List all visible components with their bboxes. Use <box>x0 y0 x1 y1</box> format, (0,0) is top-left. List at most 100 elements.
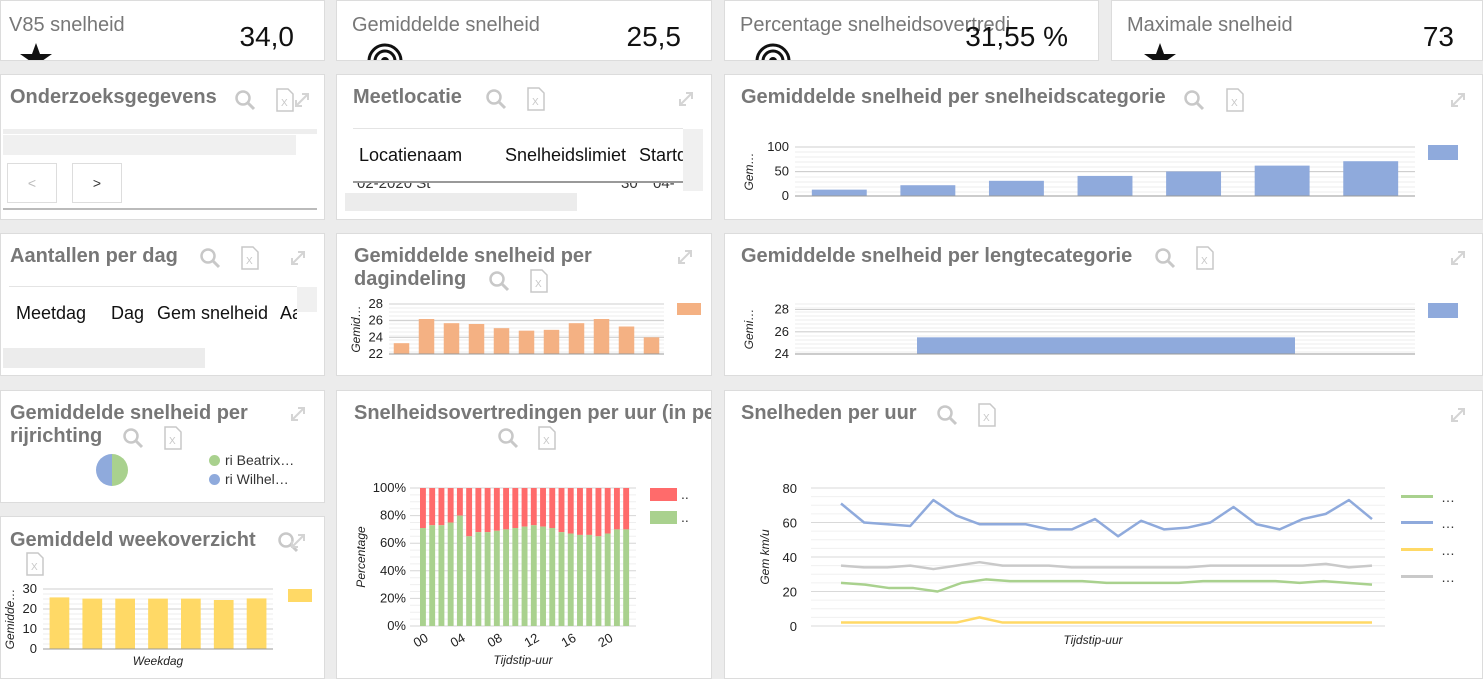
legend-label: … <box>1441 569 1455 585</box>
bar-segment-under <box>595 536 602 626</box>
y-tick-label: 80% <box>380 508 406 523</box>
y-axis-label: Gem km/u <box>758 529 772 585</box>
bar <box>568 323 585 354</box>
bar <box>49 597 70 649</box>
bar <box>393 343 410 354</box>
bar-segment-over <box>540 488 546 527</box>
bar <box>443 323 460 354</box>
excel-export-icon[interactable]: X <box>163 426 183 450</box>
legend-item[interactable]: … <box>1401 515 1455 531</box>
y-axis-label: Gem… <box>742 152 756 190</box>
kpi-value: 34,0 <box>239 21 295 52</box>
prev-page-button[interactable]: < <box>7 163 57 203</box>
bar <box>148 598 168 649</box>
legend-item[interactable]: .. <box>650 486 689 502</box>
search-icon[interactable] <box>122 427 144 449</box>
bar-segment-over <box>466 488 473 537</box>
bar <box>917 337 1295 354</box>
y-tick-label: 28 <box>775 302 789 317</box>
bar <box>988 180 1044 196</box>
bar-segment-over <box>475 488 482 533</box>
expand-icon[interactable] <box>289 249 307 267</box>
vertical-scrollbar[interactable] <box>683 129 703 191</box>
column-header[interactable]: Aa <box>280 303 297 323</box>
table-header-line <box>353 128 683 129</box>
search-icon[interactable] <box>936 404 958 426</box>
legend-line <box>1401 575 1433 578</box>
expand-icon[interactable] <box>289 532 307 550</box>
search-icon[interactable] <box>1154 247 1176 269</box>
excel-export-icon[interactable]: X <box>526 87 546 111</box>
horizontal-scrollbar[interactable] <box>3 348 205 368</box>
legend-item[interactable]: … <box>1401 542 1455 558</box>
expand-icon[interactable] <box>677 90 695 108</box>
excel-export-icon[interactable]: X <box>529 269 549 293</box>
bar-segment-under <box>623 529 630 626</box>
expand-icon[interactable] <box>1449 249 1467 267</box>
excel-export-icon[interactable]: X <box>977 403 997 427</box>
x-axis-label: Tijdstip-uur <box>1063 633 1123 647</box>
search-icon[interactable] <box>199 247 221 269</box>
legend-swatch <box>1428 303 1458 318</box>
bar <box>468 324 485 354</box>
svg-text:X: X <box>543 436 550 447</box>
bar <box>518 330 535 354</box>
y-tick-label: 20 <box>783 585 797 600</box>
panel-title: Snelheden per uur <box>741 402 917 424</box>
legend-item[interactable]: ri Beatrix… <box>209 452 294 468</box>
search-icon[interactable] <box>485 88 507 110</box>
x-tick-label: 04 <box>448 630 468 650</box>
scrollbar[interactable] <box>3 129 317 134</box>
column-header[interactable]: Gem snelheid <box>157 303 269 323</box>
column-header[interactable]: Startd <box>639 145 683 165</box>
column-header[interactable]: Dag <box>111 303 145 323</box>
bar-chart: 0 50 100 Gem… <box>742 139 1415 203</box>
legend-swatch <box>677 303 701 315</box>
stacked-bar-chart: 0% 20% 40% 60% 80% 100% Percentage 00 04 08 12 16 20… <box>354 480 636 667</box>
expand-icon[interactable] <box>1449 91 1467 109</box>
y-tick-label: 40% <box>380 563 406 578</box>
bar-segment-over <box>558 488 565 533</box>
bar-segment-under <box>521 526 528 626</box>
bar-segment-under <box>512 528 519 626</box>
bar <box>643 337 660 354</box>
vertical-scrollbar[interactable] <box>297 287 317 312</box>
table-header-line <box>9 286 297 287</box>
legend-item[interactable]: ri Wilhel… <box>209 471 289 487</box>
bar-segment-over <box>456 488 463 516</box>
excel-export-icon[interactable]: X <box>1195 246 1215 270</box>
search-icon[interactable] <box>234 89 256 111</box>
legend-item[interactable]: .. <box>650 509 689 525</box>
expand-icon[interactable] <box>289 405 307 423</box>
bar-segment-over <box>521 488 528 527</box>
bar-segment-under <box>420 528 426 626</box>
legend-item[interactable]: … <box>1401 489 1455 505</box>
bar <box>1254 165 1310 196</box>
expand-icon[interactable] <box>676 248 694 266</box>
next-page-button[interactable]: > <box>72 163 122 203</box>
panel-title: Gemiddeld weekoverzicht <box>10 529 256 551</box>
excel-export-icon[interactable]: X <box>25 552 45 576</box>
excel-export-icon[interactable]: X <box>1225 88 1245 112</box>
search-icon[interactable] <box>1183 89 1205 111</box>
horizontal-scrollbar[interactable] <box>345 193 577 211</box>
excel-export-icon[interactable]: X <box>275 88 295 112</box>
y-tick-label: 0 <box>790 619 797 634</box>
legend-label: … <box>1441 515 1455 531</box>
y-axis-label: Gemidde… <box>3 589 17 650</box>
search-icon[interactable] <box>497 427 519 449</box>
column-header[interactable]: Meetdag <box>16 303 87 323</box>
table-row[interactable]: 02-2020 St 30 04-1-2 <box>353 183 683 191</box>
panel-title: Onderzoeksgegevens <box>10 86 217 108</box>
expand-icon[interactable] <box>1449 406 1467 424</box>
cell: 30 <box>621 183 638 191</box>
legend-item[interactable]: … <box>1401 569 1455 585</box>
excel-export-icon[interactable]: X <box>537 426 557 450</box>
search-icon[interactable] <box>488 270 510 292</box>
svg-text:X: X <box>31 562 38 573</box>
column-header[interactable]: Snelheidslimiet <box>505 145 627 165</box>
legend-line <box>1401 548 1433 551</box>
expand-icon[interactable] <box>293 91 311 109</box>
excel-export-icon[interactable]: X <box>240 246 260 270</box>
column-header[interactable]: Locatienaam <box>359 145 463 165</box>
